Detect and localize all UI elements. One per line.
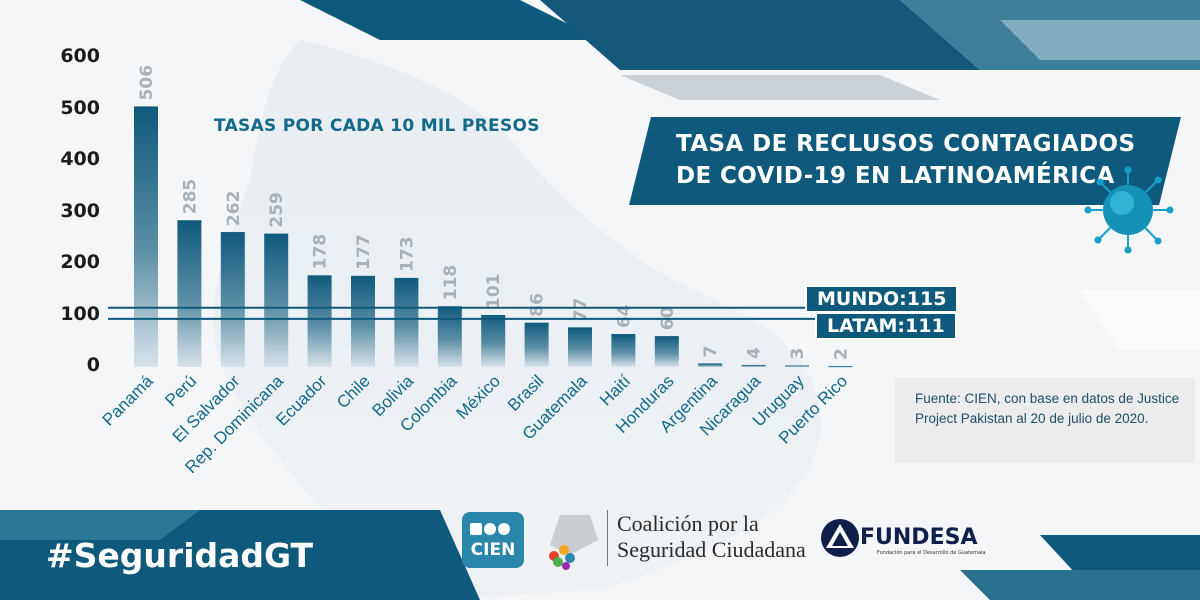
category-label: México	[453, 371, 505, 423]
coalicion-name-line1: Coalición por la	[617, 511, 759, 536]
value-label: 7	[701, 346, 721, 358]
value-label: 262	[224, 191, 244, 226]
bottom-right-stripe-2	[960, 570, 1200, 600]
bar-chile	[351, 275, 375, 367]
y-tick-label: 600	[60, 45, 100, 67]
value-label: 118	[441, 265, 461, 301]
cien-logo-text: CIEN	[470, 540, 516, 560]
top-right-stripe-4	[1000, 20, 1200, 60]
latam-reference-label: LATAM:111	[815, 312, 957, 340]
fundesa-logo-mark	[821, 519, 859, 557]
fundesa-name: FUNDESA	[860, 525, 978, 550]
bar-el-salvador	[220, 232, 245, 367]
bar-puerto-rico	[828, 365, 853, 368]
top-right-stripe-3	[900, 0, 1200, 70]
top-right-stripe-2	[540, 0, 980, 70]
value-label: 101	[484, 273, 504, 309]
mundo-reference-label: MUNDO:115	[805, 285, 959, 313]
fundesa-tagline: Fundación para el Desarrollo de Guatemal…	[877, 550, 986, 556]
cien-logo: CIEN	[462, 512, 524, 568]
y-tick-label: 0	[86, 354, 100, 376]
bar-nicaragua	[741, 364, 766, 367]
bar-uruguay	[785, 365, 809, 367]
value-label: 177	[354, 234, 374, 270]
logo-divider	[607, 510, 608, 566]
coalicion-logo-mark	[549, 515, 598, 570]
bar-hait-	[611, 334, 636, 367]
value-label: 86	[528, 293, 548, 317]
bar-ecuador	[307, 275, 332, 367]
bar-rep-dominicana	[264, 233, 289, 367]
category-label: Panamá	[99, 371, 158, 430]
virus-icon	[1084, 166, 1174, 254]
bar-guatemala	[568, 327, 592, 367]
bar-honduras	[654, 336, 679, 367]
y-tick-label: 300	[60, 199, 100, 222]
top-grey-stripe	[620, 75, 940, 100]
value-label: 173	[397, 236, 417, 272]
source-box	[895, 378, 1195, 463]
bar-bolivia	[394, 277, 419, 367]
value-label: 3	[788, 348, 808, 360]
y-tick-label: 200	[60, 251, 100, 273]
bar-panam-	[134, 106, 158, 367]
value-label: 285	[180, 179, 200, 215]
category-label: Perú	[161, 371, 200, 410]
bar-brasil	[524, 322, 549, 367]
chart-subtitle: TASAS POR CADA 10 MIL PRESOS	[214, 116, 540, 136]
bar-colombia	[437, 306, 462, 367]
top-right-stripe-1	[300, 0, 600, 40]
coalicion-name-line2: Seguridad Ciudadana	[617, 537, 806, 562]
source-note: Fuente: CIEN, con base en datos de Justi…	[915, 391, 1180, 426]
y-tick-label: 100	[60, 302, 100, 325]
bar-argentina	[698, 363, 723, 367]
value-label: 178	[311, 234, 331, 270]
value-label: 77	[571, 298, 591, 322]
y-tick-label: 400	[60, 148, 100, 170]
value-label: 4	[745, 347, 765, 359]
value-label: 259	[267, 192, 287, 228]
value-label: 64	[614, 304, 634, 328]
bottom-band-light	[0, 510, 200, 540]
map-silhouette	[213, 40, 821, 600]
category-label: Haití	[596, 371, 634, 409]
cien-logo-mark	[470, 520, 516, 535]
y-tick-label: 500	[60, 96, 100, 119]
hashtag: #SeguridadGT	[46, 536, 314, 575]
bar-m-xico	[481, 314, 506, 367]
value-label: 2	[831, 348, 851, 360]
bar-per-	[177, 220, 202, 367]
value-label: 506	[137, 65, 157, 101]
right-grey-stripe	[1080, 290, 1200, 350]
chart-title: TASA DE RECLUSOS CONTAGIADOS DE COVID-19…	[676, 131, 1136, 189]
